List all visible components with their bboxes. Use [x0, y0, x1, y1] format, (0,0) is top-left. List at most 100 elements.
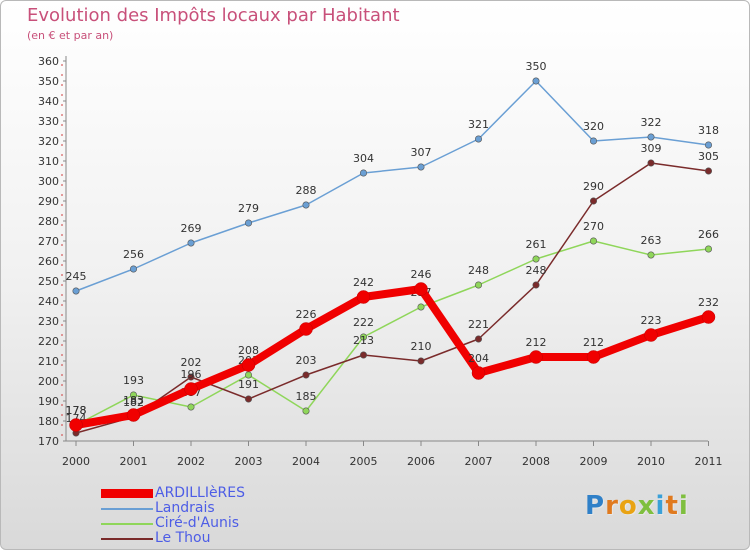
x-tick-label: 2003: [235, 455, 263, 468]
data-label-landrais: 279: [238, 202, 259, 215]
data-point-le-thou: [302, 371, 310, 379]
data-point-landrais: [647, 133, 655, 141]
y-tick-label: 180: [38, 415, 59, 428]
data-label-le-thou: 213: [353, 334, 374, 347]
data-point-landrais: [245, 219, 253, 227]
y-tick-label: 170: [38, 435, 59, 448]
data-label-ardilli-res: 212: [526, 336, 547, 349]
chart-subtitle: (en € et par an): [27, 29, 114, 42]
data-label-ardilli-res: 246: [411, 268, 432, 281]
legend-swatch: [101, 508, 153, 510]
x-tick-label: 2002: [177, 455, 205, 468]
data-point-landrais: [474, 135, 482, 143]
x-tick-label: 2001: [120, 455, 148, 468]
series-line-landrais: [75, 80, 710, 292]
proxiti-logo: Proxiti: [585, 491, 689, 521]
data-label-cir-d-aunis: 261: [526, 238, 547, 251]
data-point-landrais: [359, 169, 367, 177]
data-label-ardilli-res: 196: [181, 368, 202, 381]
y-tick-label: 300: [38, 175, 59, 188]
data-point-cir-d-aunis: [245, 371, 253, 379]
data-label-landrais: 288: [296, 184, 317, 197]
data-label-ardilli-res: 208: [238, 344, 259, 357]
logo-letter: i: [678, 491, 689, 521]
data-label-landrais: 304: [353, 152, 374, 165]
legend-label: ARDILLIèRES: [155, 485, 246, 501]
data-point-landrais: [532, 77, 540, 85]
data-label-landrais: 321: [468, 118, 489, 131]
y-tick-label: 220: [38, 335, 59, 348]
y-tick-label: 340: [38, 95, 59, 108]
data-point-landrais: [704, 141, 712, 149]
data-point-cir-d-aunis: [302, 407, 310, 415]
data-point-cir-d-aunis: [589, 237, 597, 245]
y-tick-label: 240: [38, 295, 59, 308]
legend-swatch: [101, 538, 153, 540]
data-point-landrais: [187, 239, 195, 247]
data-label-le-thou: 221: [468, 318, 489, 331]
data-point-ardilli-res: [701, 310, 716, 324]
data-label-landrais: 322: [641, 116, 662, 129]
data-point-ardilli-res: [356, 290, 371, 304]
data-label-le-thou: 191: [238, 378, 259, 391]
data-point-le-thou: [359, 351, 367, 359]
x-tick-label: 2009: [580, 455, 608, 468]
data-label-landrais: 320: [583, 120, 604, 133]
data-point-cir-d-aunis: [532, 255, 540, 263]
data-point-ardilli-res: [586, 350, 601, 364]
data-point-ardilli-res: [471, 366, 486, 380]
data-label-cir-d-aunis: 222: [353, 316, 374, 329]
data-point-ardilli-res: [184, 382, 198, 396]
y-tick-label: 330: [38, 115, 59, 128]
data-label-ardilli-res: 178: [66, 404, 87, 417]
data-point-le-thou: [417, 357, 425, 365]
data-label-cir-d-aunis: 263: [641, 234, 662, 247]
data-point-le-thou: [647, 159, 655, 167]
data-label-landrais: 307: [411, 146, 432, 159]
data-point-cir-d-aunis: [417, 303, 425, 311]
data-label-le-thou: 305: [698, 150, 719, 163]
data-point-cir-d-aunis: [704, 245, 712, 253]
data-point-landrais: [130, 265, 138, 273]
logo-letter: o: [618, 491, 638, 521]
data-point-ardilli-res: [414, 282, 428, 296]
data-point-cir-d-aunis: [359, 333, 367, 341]
data-label-cir-d-aunis: 248: [468, 264, 489, 277]
data-point-ardilli-res: [529, 350, 543, 364]
logo-letter: t: [665, 491, 679, 521]
data-point-cir-d-aunis: [647, 251, 655, 259]
data-point-le-thou: [532, 281, 540, 289]
y-tick-label: 310: [38, 155, 59, 168]
x-tick-label: 2004: [292, 455, 320, 468]
data-label-ardilli-res: 223: [641, 314, 662, 327]
data-label-le-thou: 182: [123, 396, 144, 409]
y-tick-label: 270: [38, 235, 59, 248]
data-label-ardilli-res: 226: [296, 308, 317, 321]
data-label-ardilli-res: 242: [353, 276, 374, 289]
data-point-ardilli-res: [126, 408, 141, 422]
data-point-ardilli-res: [241, 358, 256, 372]
data-point-le-thou: [474, 335, 482, 343]
data-point-ardilli-res: [644, 328, 658, 342]
data-point-ardilli-res: [299, 322, 313, 336]
data-point-le-thou: [245, 395, 253, 403]
data-point-cir-d-aunis: [187, 403, 195, 411]
data-point-le-thou: [187, 373, 195, 381]
y-tick-label: 360: [38, 55, 59, 68]
logo-letter: i: [655, 491, 666, 521]
x-tick-label: 2010: [637, 455, 665, 468]
data-point-landrais: [72, 287, 80, 295]
data-point-le-thou: [704, 167, 712, 175]
data-point-ardilli-res: [69, 418, 83, 432]
data-label-le-thou: 203: [296, 354, 317, 367]
data-label-ardilli-res: 232: [698, 296, 719, 309]
data-label-cir-d-aunis: 270: [583, 220, 604, 233]
data-point-landrais: [417, 163, 425, 171]
y-tick-label: 190: [38, 395, 59, 408]
data-label-landrais: 269: [181, 222, 202, 235]
data-label-le-thou: 210: [411, 340, 432, 353]
data-label-le-thou: 290: [583, 180, 604, 193]
data-label-le-thou: 248: [526, 264, 547, 277]
data-label-le-thou: 309: [641, 142, 662, 155]
